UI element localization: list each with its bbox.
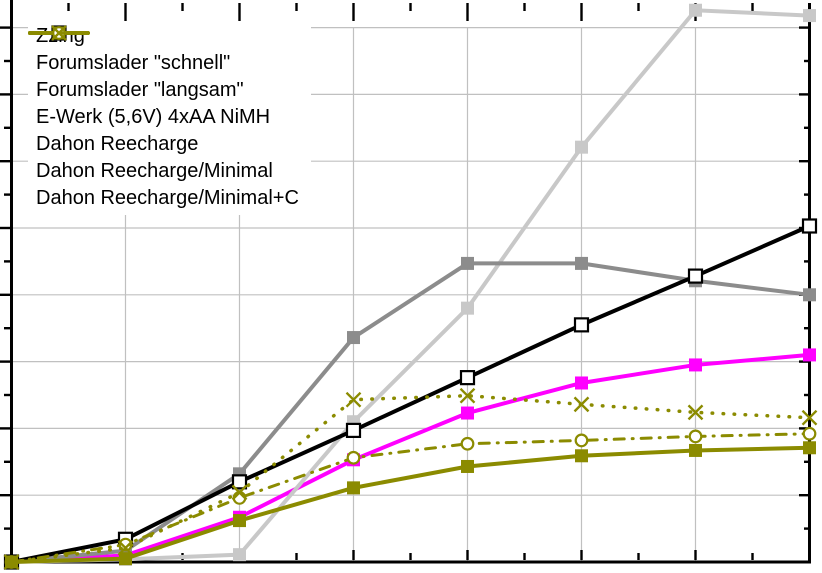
- legend-item-forumslader-langsam: Forumslader "langsam": [29, 26, 299, 103]
- series-e-werk-5-6v-4xaa-nimh: [3, 218, 818, 570]
- legend-item-dahon-reecharge-minimal: Dahon Reecharge/Minimal: [28, 26, 299, 184]
- legend-label: Dahon Reecharge: [36, 132, 199, 155]
- legend-label: Dahon Reecharge/Minimal: [36, 159, 273, 182]
- series-dahon-reecharge: [5, 441, 816, 569]
- legend-label: Forumslader "schnell": [36, 51, 231, 74]
- legend-item-dahon-reecharge: Dahon Reecharge: [29, 26, 299, 157]
- legend-label: Forumslader "langsam": [36, 78, 244, 101]
- legend-sample-dahon-reecharge-minimal-c: [28, 25, 90, 41]
- legend-item-forumslader-schnell: Forumslader "schnell": [29, 26, 299, 76]
- axes-frame: [10, 0, 811, 564]
- legend-label: E-Werk (5,6V) 4xAA NiMH: [36, 105, 271, 128]
- legend-label: Dahon Reecharge/Minimal+C: [36, 186, 299, 209]
- legend-item-ewerk: E-Werk (5,6V) 4xAA NiMH: [29, 25, 299, 130]
- chart-legend: Zzing Forumslader "schnell" Forumslader …: [28, 21, 311, 215]
- axis-ticks: [0, 3, 810, 560]
- legend-item-dahon-reecharge-minimal-c: Dahon Reecharge/Minimal+C: [28, 25, 299, 211]
